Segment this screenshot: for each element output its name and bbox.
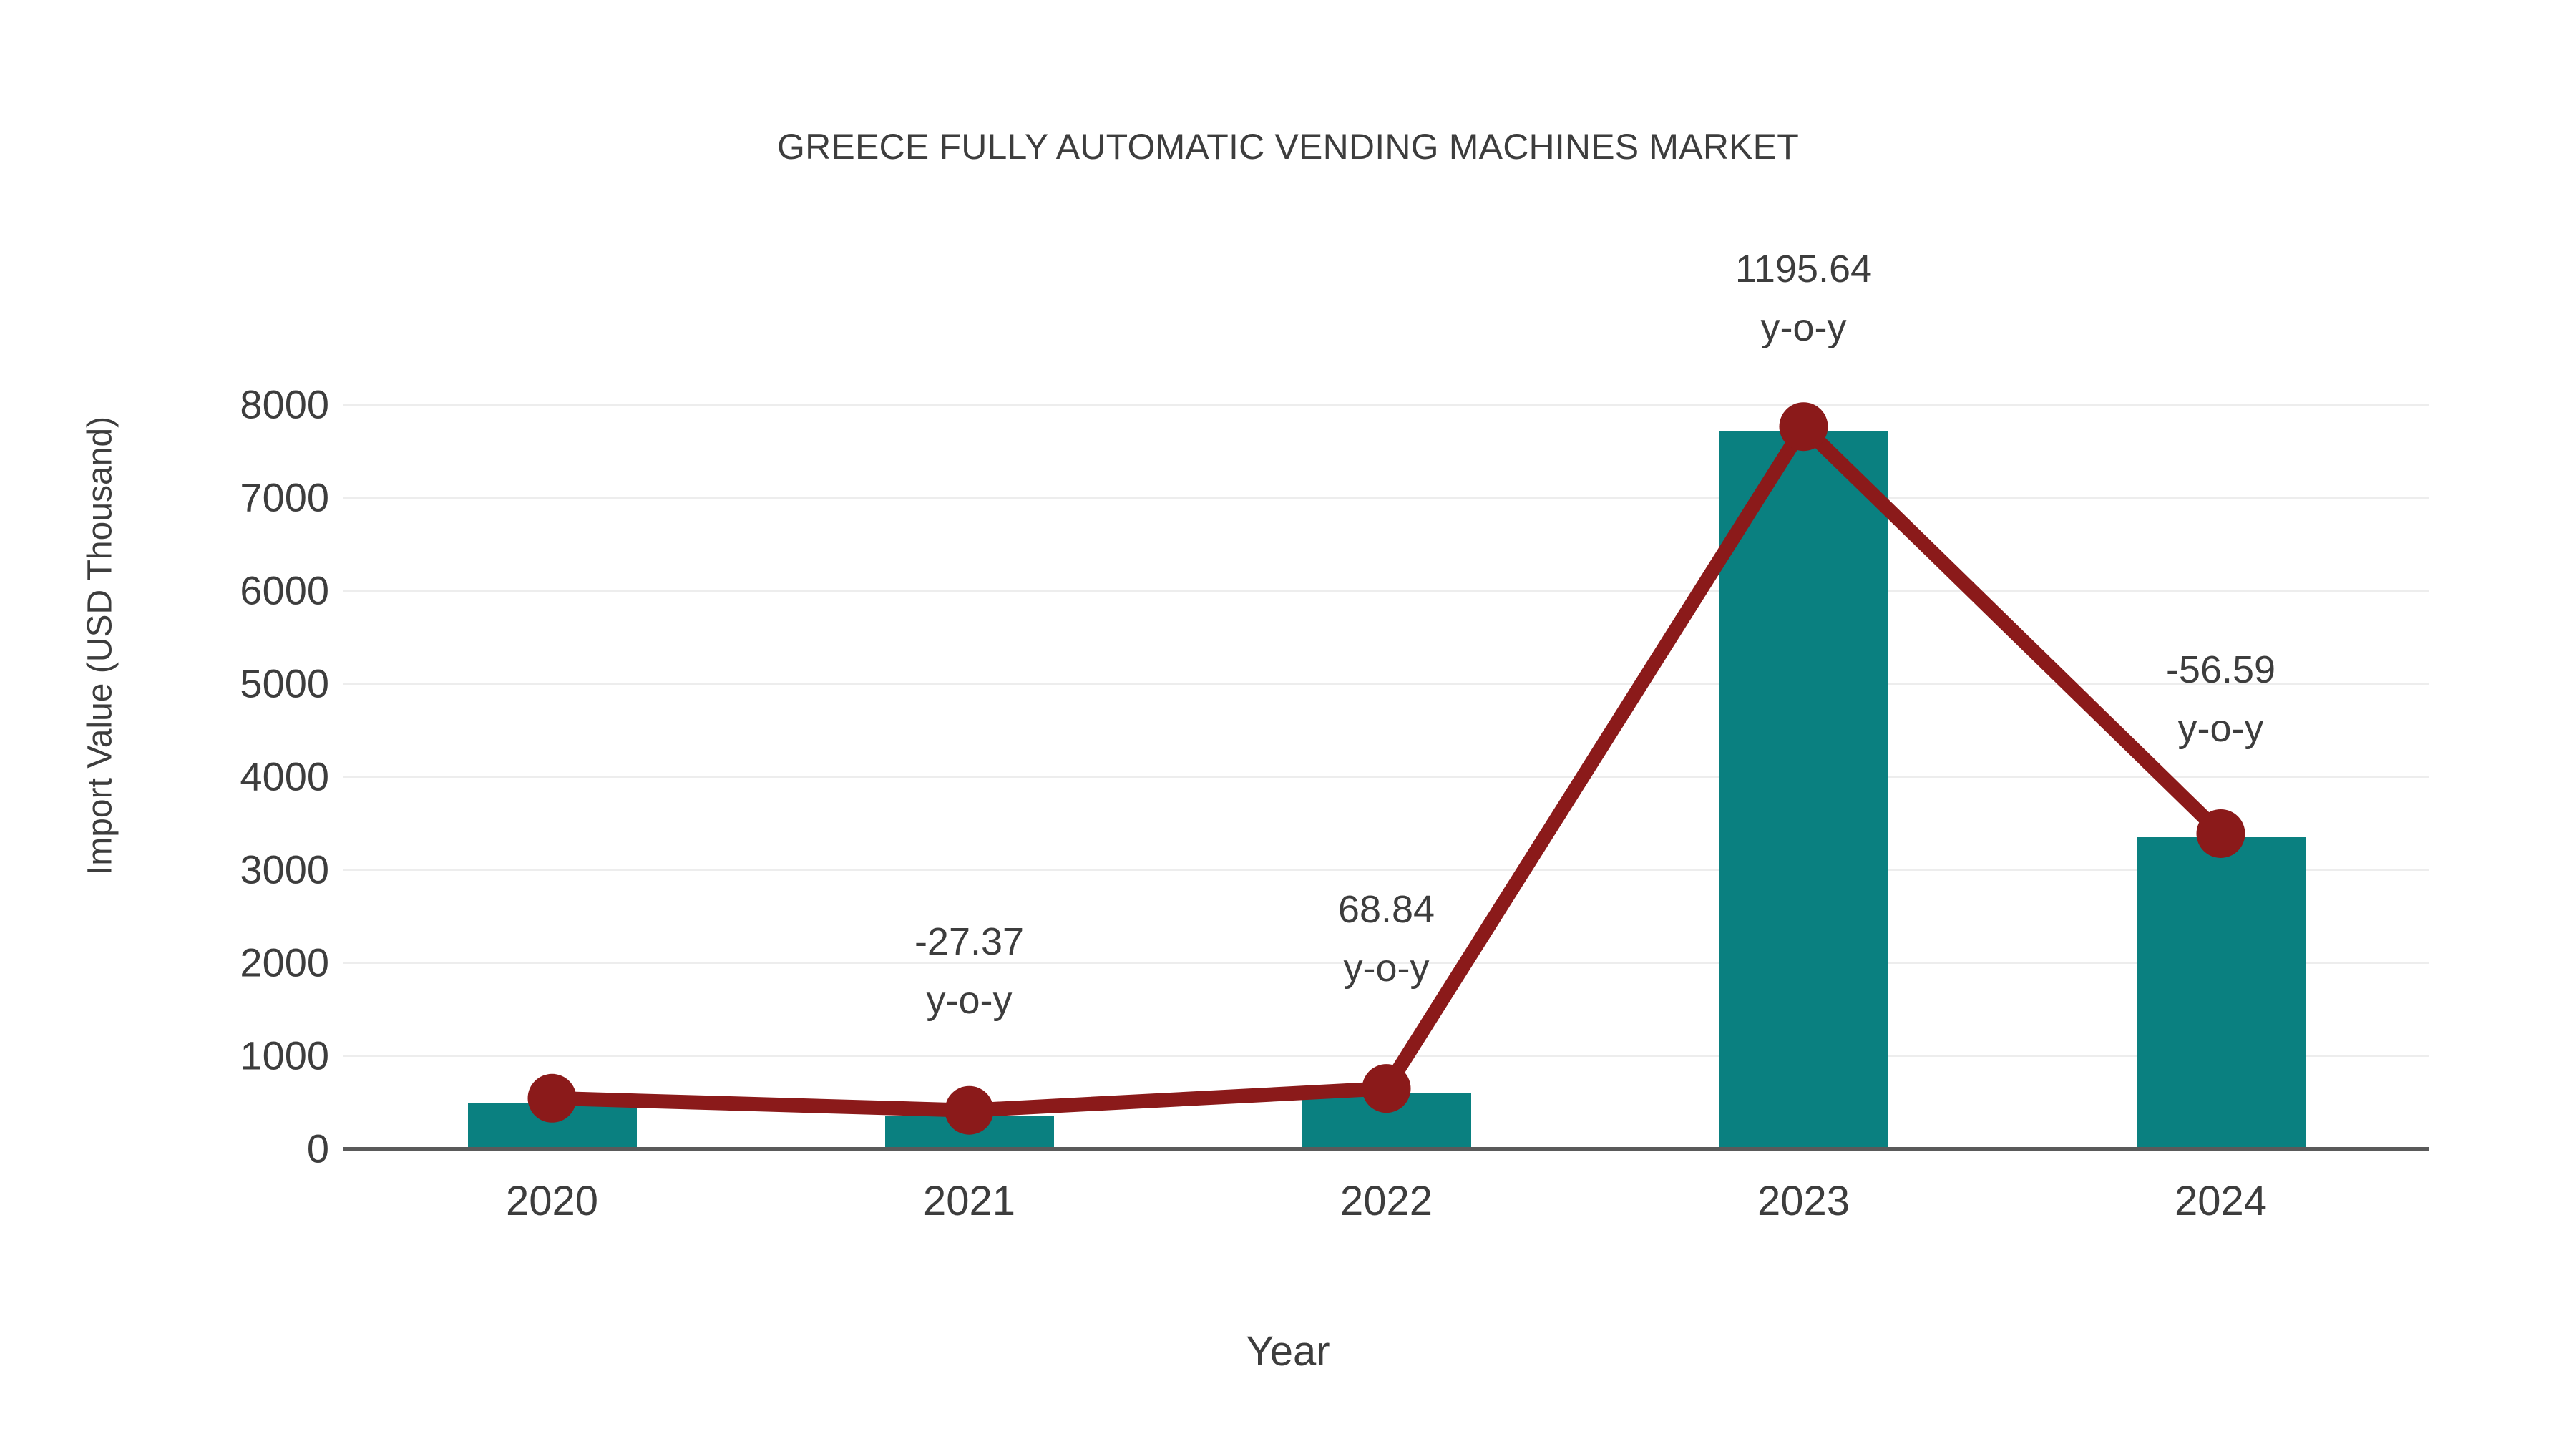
x-tick-label-2022: 2022: [1340, 1178, 1433, 1224]
y-tick-label-6000: 6000: [240, 567, 329, 613]
annotation-value: 68.84: [1337, 888, 1435, 931]
y-tick-label-2000: 2000: [240, 940, 329, 985]
annotation-suffix: y-o-y: [2177, 706, 2264, 750]
x-axis-title: Year: [1246, 1328, 1330, 1375]
annotation-value: -27.37: [914, 920, 1025, 963]
x-tick-label-2020: 2020: [505, 1178, 599, 1224]
annotation-suffix: y-o-y: [926, 978, 1013, 1022]
annotation-suffix: y-o-y: [1760, 306, 1847, 349]
annotation-value: 1195.64: [1735, 248, 1873, 291]
y-tick-label-4000: 4000: [240, 753, 329, 799]
annotation-2023: 1195.64 y-o-y: [1618, 247, 1990, 351]
annotation-2024: -56.59 y-o-y: [2035, 648, 2407, 751]
chart-title: GREECE FULLY AUTOMATIC VENDING MACHINES …: [777, 127, 1799, 167]
y-tick-label-1000: 1000: [240, 1033, 329, 1078]
y-tick-label-5000: 5000: [240, 660, 329, 706]
gridline-8000: [343, 404, 2429, 406]
annotation-suffix: y-o-y: [1343, 946, 1430, 990]
annotation-2021: -27.37 y-o-y: [784, 919, 1156, 1023]
y-tick-label-0: 0: [306, 1126, 329, 1171]
y-tick-label-7000: 7000: [240, 474, 329, 520]
x-tick-label-2024: 2024: [2174, 1178, 2268, 1224]
x-axis-line: [343, 1147, 2429, 1151]
y-tick-label-3000: 3000: [240, 847, 329, 892]
x-tick-label-2021: 2021: [922, 1178, 1016, 1224]
annotation-value: -56.59: [2165, 648, 2276, 691]
annotation-2022: 68.84 y-o-y: [1201, 887, 1573, 991]
x-tick-label-2023: 2023: [1757, 1178, 1850, 1224]
y-tick-label-8000: 8000: [240, 381, 329, 427]
